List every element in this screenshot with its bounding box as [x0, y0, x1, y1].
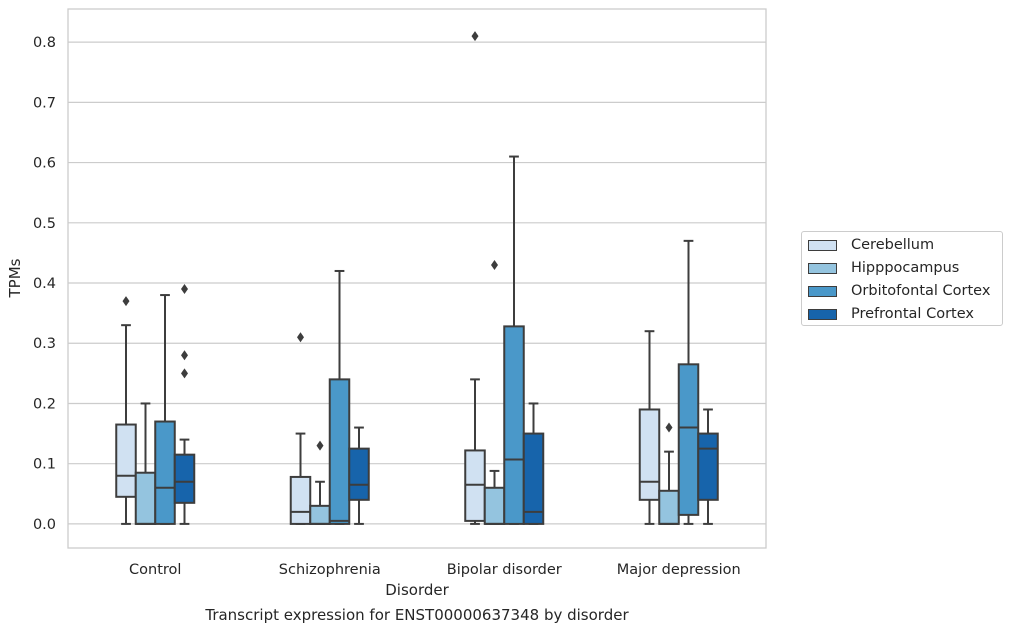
legend-swatch-hippocampus	[808, 262, 837, 274]
y-tick-label: 0.6	[33, 156, 56, 172]
x-tick-label: Schizophrenia	[279, 562, 381, 578]
outlier-point	[471, 31, 479, 42]
box-iqr	[289, 475, 312, 525]
box-1-0	[289, 332, 312, 525]
y-tick-label: 0.8	[33, 35, 56, 51]
box-iqr	[697, 432, 719, 501]
legend-label: Cerebellum	[851, 237, 935, 253]
outlier-point	[297, 332, 304, 343]
box-iqr	[503, 325, 525, 525]
box-iqr	[328, 378, 351, 525]
outlier-point	[181, 350, 188, 361]
y-tick-label: 0.5	[33, 216, 56, 232]
outlier-point	[122, 296, 130, 307]
box-1-3	[348, 426, 370, 525]
x-tick-label: Control	[129, 562, 181, 578]
outlier-point	[181, 284, 188, 295]
box-1-1	[309, 440, 331, 525]
legend: Cerebellum Hipppocampus Orbitofontal Cor…	[801, 231, 1003, 326]
legend-item-cerebellum: Cerebellum	[808, 235, 934, 255]
x-tick-label: Major depression	[617, 562, 741, 578]
plot-frame	[67, 8, 767, 549]
box-2-3	[522, 402, 545, 525]
legend-label: Orbitofontal Cortex	[851, 283, 991, 299]
box-iqr	[154, 420, 176, 525]
figure-caption: Transcript expression for ENST0000063734…	[205, 606, 629, 624]
legend-swatch-prefrontal	[808, 308, 837, 320]
y-tick-label: 0.7	[33, 95, 56, 111]
box-iqr	[638, 408, 661, 501]
box-iqr	[115, 423, 137, 498]
box-iqr	[348, 447, 370, 501]
legend-item-hippocampus: Hipppocampus	[808, 258, 959, 278]
box-iqr	[134, 471, 157, 525]
legend-item-orbitofrontal: Orbitofontal Cortex	[808, 281, 990, 301]
box-3-0	[638, 330, 661, 525]
y-tick-label: 0.0	[33, 517, 56, 533]
box-iqr	[309, 504, 331, 525]
y-axis-label: TPMs	[6, 258, 24, 298]
y-tick-label: 0.3	[33, 336, 56, 352]
outlier-point	[665, 422, 673, 433]
x-axis-label: Disorder	[385, 581, 449, 599]
legend-label: Prefrontal Cortex	[851, 306, 974, 322]
y-tick-label: 0.1	[33, 457, 56, 473]
outlier-point	[181, 368, 188, 379]
box-2-2	[503, 155, 525, 525]
x-tick-label: Bipolar disorder	[447, 562, 562, 578]
box-iqr	[658, 489, 680, 525]
y-tick-labels: 0.0 0.1 0.2 0.3 0.4 0.5 0.6 0.7 0.8	[33, 35, 56, 533]
y-tick-label: 0.2	[33, 396, 56, 412]
legend-item-prefrontal: Prefrontal Cortex	[808, 304, 974, 324]
box-3-3	[697, 408, 719, 525]
y-tick-label: 0.4	[33, 276, 56, 292]
box-iqr	[173, 453, 196, 504]
box-iqr	[483, 486, 506, 525]
box-iqr	[677, 363, 700, 516]
legend-swatch-cerebellum	[808, 239, 837, 251]
box-layer	[115, 31, 719, 525]
legend-swatch-orbitofrontal	[808, 285, 837, 297]
box-2-1	[483, 259, 506, 525]
legend-label: Hipppocampus	[851, 260, 960, 276]
box-0-1	[134, 402, 157, 525]
box-0-0	[115, 296, 137, 525]
box-0-3	[173, 284, 196, 525]
box-0-2	[154, 294, 176, 525]
outlier-point	[316, 440, 324, 451]
outlier-point	[491, 259, 498, 270]
box-2-0	[464, 31, 486, 525]
x-tick-labels: Control Schizophrenia Bipolar disorder Majo…	[129, 562, 741, 578]
box-3-1	[658, 422, 680, 525]
box-iqr	[522, 432, 545, 525]
box-1-2	[328, 269, 351, 525]
